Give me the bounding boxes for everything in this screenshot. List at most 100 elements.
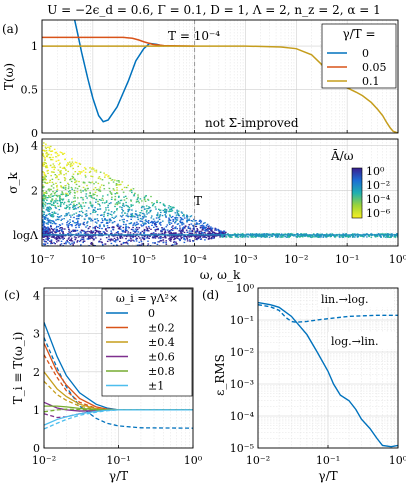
heatmap-cell	[116, 180, 118, 182]
heatmap-cell	[224, 231, 227, 233]
heatmap-cell	[146, 227, 148, 230]
heatmap-cell	[72, 258, 74, 259]
x-tick-label: 10⁻¹	[106, 454, 130, 467]
heatmap-cell	[155, 208, 157, 210]
heatmap-cell	[44, 218, 46, 220]
heatmap-cell	[220, 230, 222, 232]
heatmap-cell	[209, 229, 212, 231]
heatmap-cell	[59, 196, 61, 198]
heatmap-cell	[118, 183, 121, 186]
heatmap-cell	[114, 235, 116, 237]
heatmap-cell	[104, 202, 106, 204]
heatmap-cell	[78, 260, 80, 261]
heatmap-cell	[112, 251, 114, 252]
heatmap-cell	[72, 163, 75, 165]
y-tick-label: 1	[33, 404, 40, 417]
heatmap-cell	[70, 230, 73, 232]
heatmap-cell	[66, 224, 68, 226]
heatmap-cell	[49, 214, 52, 216]
heatmap-cell	[160, 231, 162, 233]
heatmap-cell	[45, 249, 47, 250]
heatmap-cell	[88, 217, 90, 219]
heatmap-cell	[212, 231, 214, 233]
legend-entry: ±0.4	[148, 336, 175, 349]
heatmap-cell	[72, 176, 75, 178]
legend-entry: 0.1	[362, 75, 380, 88]
heatmap-cell	[84, 174, 87, 176]
heatmap-cell	[122, 214, 124, 216]
heatmap-cell	[69, 203, 72, 205]
heatmap-cell	[72, 205, 75, 207]
heatmap-cell	[155, 223, 157, 226]
heatmap-cell	[109, 177, 112, 179]
heatmap-cell	[174, 232, 177, 234]
heatmap-cell	[142, 238, 145, 240]
heatmap-cell	[60, 215, 63, 217]
heatmap-cell	[130, 222, 133, 224]
heatmap-cell	[71, 175, 74, 178]
heatmap-cell	[241, 236, 244, 238]
heatmap-cell	[131, 191, 133, 194]
heatmap-cell	[103, 215, 105, 218]
heatmap-cell	[262, 235, 265, 237]
heatmap-cell	[130, 216, 132, 218]
heatmap-cell	[81, 236, 83, 238]
heatmap-cell	[83, 232, 86, 234]
heatmap-cell	[64, 179, 66, 182]
heatmap-cell	[79, 223, 82, 225]
panel-label: (d)	[202, 288, 219, 302]
heatmap-cell	[112, 221, 114, 224]
heatmap-cell	[43, 218, 46, 220]
heatmap-cell	[394, 235, 396, 237]
legend-title: γ/T =	[342, 27, 375, 41]
heatmap-cell	[81, 215, 83, 217]
heatmap-cell	[108, 219, 111, 221]
heatmap-cell	[211, 232, 213, 235]
heatmap-cell	[131, 209, 133, 211]
heatmap-cell	[68, 248, 70, 249]
heatmap-cell	[284, 236, 286, 238]
heatmap-cell	[79, 189, 82, 191]
heatmap-cell	[44, 181, 46, 184]
heatmap-cell	[107, 175, 110, 177]
heatmap-cell	[43, 194, 45, 196]
heatmap-cell	[339, 235, 341, 237]
heatmap-cell	[67, 194, 69, 196]
heatmap-cell	[199, 225, 202, 227]
heatmap-cell	[52, 166, 54, 168]
heatmap-cell	[172, 219, 175, 221]
heatmap-cell	[89, 237, 91, 240]
heatmap-cell	[117, 184, 119, 186]
heatmap-cell	[154, 224, 156, 226]
heatmap-cell	[99, 190, 101, 192]
heatmap-cell	[54, 251, 56, 252]
heatmap-cell	[56, 153, 59, 155]
heatmap-cell	[74, 179, 76, 181]
heatmap-cell	[175, 235, 177, 237]
heatmap-cell	[162, 241, 165, 244]
heatmap-cell	[165, 241, 167, 244]
heatmap-cell	[90, 230, 92, 232]
heatmap-cell	[82, 202, 85, 204]
heatmap-cell	[43, 236, 45, 238]
heatmap-cell	[210, 228, 213, 230]
heatmap-cell	[295, 236, 297, 238]
heatmap-cell	[143, 196, 146, 198]
heatmap-cell	[73, 236, 76, 238]
heatmap-cell	[231, 236, 233, 238]
heatmap-cell	[152, 218, 155, 220]
heatmap-cell	[197, 237, 199, 239]
heatmap-cell	[100, 241, 103, 243]
heatmap-cell	[44, 243, 47, 245]
heatmap-cell	[202, 228, 204, 230]
heatmap-cell	[47, 209, 49, 211]
heatmap-cell	[165, 226, 168, 228]
heatmap-cell	[78, 185, 81, 187]
heatmap-cell	[43, 247, 45, 248]
heatmap-cell	[107, 256, 109, 257]
heatmap-cell	[272, 233, 275, 235]
heatmap-cell	[117, 200, 120, 203]
heatmap-cell	[51, 195, 54, 197]
heatmap-cell	[123, 186, 126, 189]
heatmap-cell	[92, 211, 94, 213]
